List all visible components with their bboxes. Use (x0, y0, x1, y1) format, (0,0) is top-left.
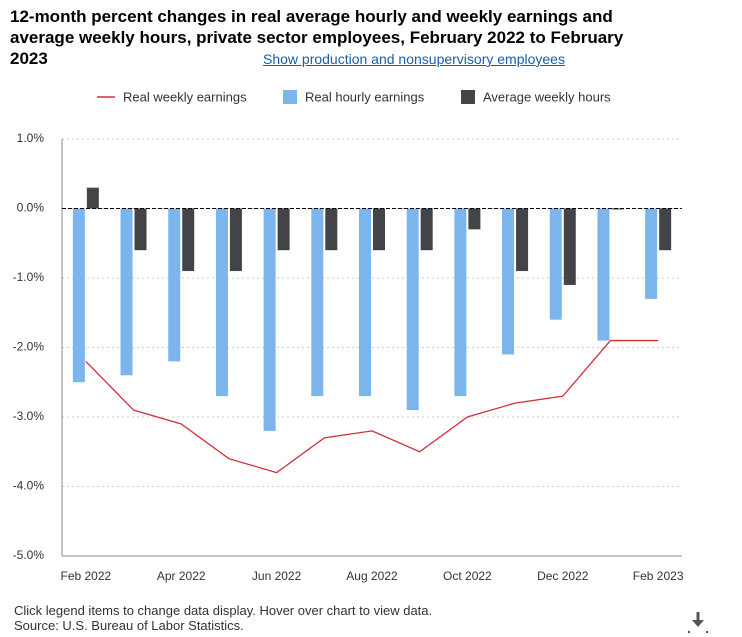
bar (563, 208, 576, 285)
download-icon[interactable] (688, 612, 708, 633)
bar (215, 208, 228, 397)
x-tick-label: Jun 2022 (252, 569, 302, 583)
y-tick-label: -1.0% (13, 270, 45, 284)
bar (659, 208, 672, 251)
bar (263, 208, 276, 431)
bar (134, 208, 147, 251)
legend-item[interactable]: Average weekly hours (461, 89, 611, 104)
bar (359, 208, 371, 397)
bar (277, 208, 290, 251)
bar (72, 208, 85, 383)
x-tick-label: Dec 2022 (537, 569, 589, 583)
legend-symbol (283, 90, 297, 104)
bar (373, 208, 385, 251)
bar (454, 208, 467, 397)
y-tick-label: 1.0% (17, 131, 45, 145)
bar (645, 208, 658, 299)
footer-source: Source: U.S. Bureau of Labor Statistics. (14, 618, 244, 633)
legend-symbol (461, 90, 475, 104)
y-tick-label: -4.0% (13, 479, 45, 493)
toggle-link[interactable]: Show production and nonsupervisory emplo… (263, 51, 565, 67)
footer-note: Click legend items to change data displa… (14, 603, 433, 618)
x-tick-label: Aug 2022 (346, 569, 398, 583)
bar (420, 208, 433, 251)
y-tick-label: -2.0% (13, 340, 45, 354)
legend-item[interactable]: Real hourly earnings (283, 89, 425, 104)
x-tick-label: Apr 2022 (157, 569, 206, 583)
y-tick-label: -3.0% (13, 409, 45, 423)
bar (549, 208, 562, 320)
bar (502, 208, 515, 355)
bar (168, 208, 181, 362)
bar (468, 208, 481, 230)
x-tick-label: Oct 2022 (443, 569, 492, 583)
bar (597, 208, 610, 341)
legend-label: Real hourly earnings (305, 89, 425, 104)
footer: Click legend items to change data displa… (14, 603, 432, 633)
y-tick-label: 0.0% (17, 201, 45, 215)
bar (86, 187, 99, 209)
line (85, 339, 659, 474)
bar (229, 208, 242, 272)
bar (325, 208, 338, 251)
x-tick-label: Feb 2023 (633, 569, 684, 583)
bar (182, 208, 195, 272)
bar (406, 208, 419, 411)
chart-title: 12-month percent changes in real average… (10, 7, 624, 68)
bar (311, 208, 324, 397)
bar (120, 208, 133, 376)
legend-label: Average weekly hours (483, 89, 611, 104)
legend-item[interactable]: Real weekly earnings (97, 89, 247, 104)
bar (516, 208, 529, 272)
y-tick-label: -5.0% (13, 548, 45, 562)
legend-label: Real weekly earnings (123, 89, 247, 104)
x-tick-label: Feb 2022 (60, 569, 111, 583)
